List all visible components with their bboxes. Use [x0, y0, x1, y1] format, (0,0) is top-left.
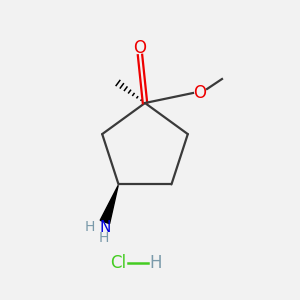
Text: N: N	[100, 220, 111, 236]
Text: H: H	[99, 231, 109, 245]
Text: O: O	[194, 84, 206, 102]
Text: O: O	[134, 39, 146, 57]
Text: H: H	[150, 254, 162, 272]
Text: Cl: Cl	[110, 254, 126, 272]
Polygon shape	[100, 185, 118, 224]
Text: H: H	[85, 220, 95, 234]
